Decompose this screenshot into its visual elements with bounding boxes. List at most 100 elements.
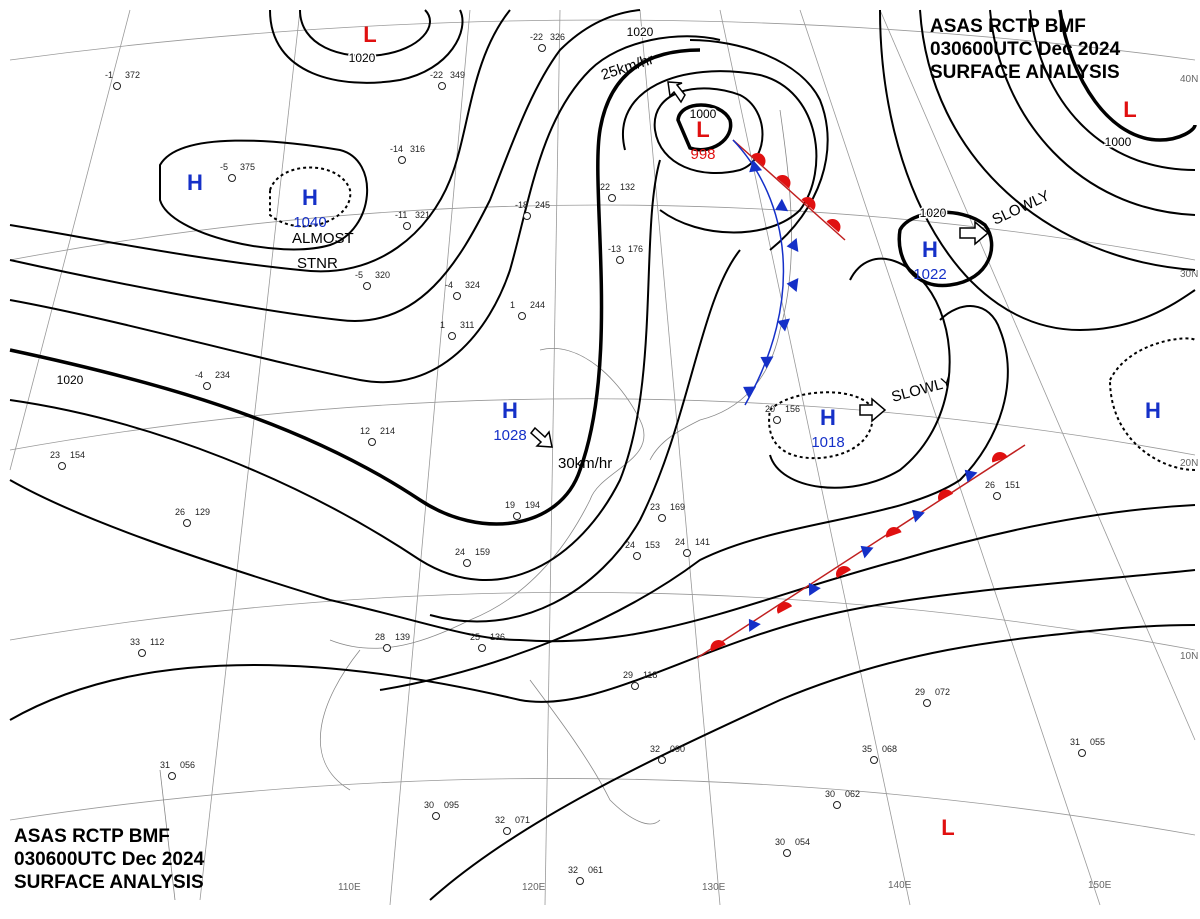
isobar-label: 1000: [1105, 135, 1132, 149]
longitude-label: 150E: [1088, 880, 1112, 891]
system-letter: L: [696, 117, 709, 142]
system-letter: L: [941, 815, 954, 840]
station-marker: [478, 644, 486, 652]
longitude-label: 120E: [522, 882, 546, 893]
station-temperature: 31: [1070, 737, 1080, 747]
station-pressure: 112: [150, 637, 164, 647]
station-pressure: 194: [525, 500, 540, 510]
station-temperature: 24: [625, 540, 635, 550]
fronts: [696, 139, 1026, 659]
station-temperature: 23: [650, 502, 660, 512]
station-temperature: -18: [515, 200, 528, 210]
system-letter: H: [187, 170, 203, 195]
station-temperature: -14: [390, 144, 403, 154]
station-temperature: 29: [915, 687, 925, 697]
station-temperature: 32: [495, 815, 505, 825]
station-pressure: 062: [845, 789, 860, 799]
station-pressure: 061: [588, 865, 603, 875]
station-marker: [228, 174, 236, 182]
station-temperature: -22: [430, 70, 443, 80]
cold-front-symbol: [760, 356, 774, 369]
station-pressure: 176: [628, 244, 643, 254]
header-line: 030600UTC Dec 2024: [14, 849, 205, 870]
system-letter: H: [302, 185, 318, 210]
station-pressure: 349: [450, 70, 465, 80]
station-temperature: -4: [195, 370, 203, 380]
cold-front-symbol: [808, 582, 821, 596]
warm-front-symbol: [710, 640, 726, 652]
annotation: STNR: [297, 255, 338, 272]
station-temperature: -13: [608, 244, 621, 254]
system-letter: H: [820, 405, 836, 430]
station-pressure: 321: [415, 210, 430, 220]
system-letter: L: [1123, 97, 1136, 122]
station-pressure: 141: [695, 537, 710, 547]
station-pressure: 316: [410, 144, 425, 154]
cold-front-symbol: [786, 278, 799, 292]
station-pressure: 244: [530, 300, 545, 310]
station-marker: [448, 332, 456, 340]
station-pressure: 054: [795, 837, 810, 847]
station-pressure: 072: [935, 687, 950, 697]
station-marker: [833, 801, 841, 809]
station-temperature: 1: [440, 320, 445, 330]
station-pressure: 326: [550, 32, 565, 42]
station-temperature: -1: [105, 70, 113, 80]
motion-arrows: [529, 81, 990, 448]
cold-front-symbol: [749, 159, 763, 173]
station-pressure: 234: [215, 370, 230, 380]
station-temperature: 33: [130, 637, 140, 647]
station-temperature: -5: [220, 162, 228, 172]
station-marker: [503, 827, 511, 835]
station-marker: [58, 462, 66, 470]
station-pressure: 068: [882, 744, 897, 754]
station-marker: [616, 256, 624, 264]
station-marker: [523, 212, 531, 220]
isobar-label: 1020: [920, 206, 947, 220]
station-temperature: -22: [530, 32, 543, 42]
warm-front-symbol: [886, 527, 902, 538]
system-pressure: 1040: [293, 214, 326, 231]
cold-front-symbol: [964, 469, 978, 483]
station-marker: [113, 82, 121, 90]
station-temperature: 32: [650, 744, 660, 754]
station-temperature: 23: [50, 450, 60, 460]
station-pressure: 311: [460, 320, 474, 330]
cold-front-symbol: [860, 545, 874, 559]
cold-front-symbol: [786, 238, 799, 252]
station-marker: [658, 514, 666, 522]
station-pressure: 090: [670, 744, 685, 754]
station-temperature: 35: [862, 744, 872, 754]
station-marker: [463, 559, 471, 567]
station-pressure: 136: [490, 632, 505, 642]
isobar-label: 1000: [690, 107, 717, 121]
station-temperature: 25: [470, 632, 480, 642]
station-temperature: 26: [175, 507, 185, 517]
station-marker: [870, 756, 878, 764]
cold-front-symbol: [743, 386, 757, 399]
station-temperature: 28: [375, 632, 385, 642]
station-marker: [363, 282, 371, 290]
station-marker: [432, 812, 440, 820]
system-letter: L: [363, 22, 376, 47]
station-temperature: -11: [395, 210, 407, 220]
cold-front-symbol: [912, 509, 925, 523]
station-pressure: 095: [444, 800, 459, 810]
station-marker: [993, 492, 1001, 500]
station-temperature: 1: [510, 300, 515, 310]
station-marker: [403, 222, 411, 230]
station-marker: [631, 682, 639, 690]
station-pressure: 372: [125, 70, 140, 80]
header-line: ASAS RCTP BMF: [14, 826, 170, 847]
system-pressure: 1018: [811, 434, 844, 451]
warm-front-symbol: [938, 489, 954, 502]
station-temperature: 24: [455, 547, 465, 557]
station-pressure: 151: [1005, 480, 1020, 490]
system-pressure: 1022: [913, 266, 946, 283]
warm-front-symbol: [776, 175, 791, 189]
header-line: ASAS RCTP BMF: [930, 16, 1086, 37]
longitude-label: 140E: [888, 880, 912, 891]
station-marker: [576, 877, 584, 885]
system-letter: H: [922, 237, 938, 262]
latitude-label: 30N: [1180, 269, 1198, 280]
